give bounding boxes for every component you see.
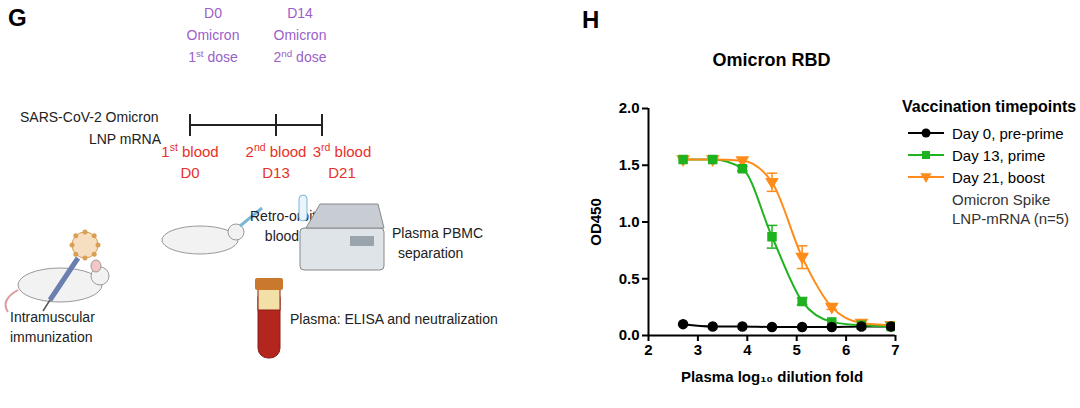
- svg-text:2nd blood: 2nd blood: [246, 141, 307, 160]
- svg-text:7: 7: [891, 341, 899, 358]
- svg-text:6: 6: [842, 341, 850, 358]
- svg-text:1st dose: 1st dose: [188, 48, 238, 66]
- svg-text:0.5: 0.5: [619, 270, 640, 287]
- svg-text:2nd dose: 2nd dose: [274, 48, 327, 66]
- svg-text:SARS-CoV-2 Omicron: SARS-CoV-2 Omicron: [20, 109, 158, 125]
- svg-text:1.5: 1.5: [619, 156, 640, 173]
- svg-text:Plasma log₁₀ dilution fold: Plasma log₁₀ dilution fold: [681, 368, 863, 385]
- html-text:LNP-mRNA (n=5): LNP-mRNA (n=5): [952, 210, 1070, 227]
- svg-text:LNP mRNA: LNP mRNA: [89, 131, 162, 147]
- svg-text:3rd blood: 3rd blood: [313, 141, 372, 160]
- svg-text:OD450: OD450: [587, 198, 604, 246]
- svg-text:1.0: 1.0: [619, 213, 640, 230]
- html-text:H: H: [582, 6, 600, 33]
- svg-text:separation: separation: [398, 245, 463, 261]
- svg-text:Plasma: ELISA and neutralizati: Plasma: ELISA and neutralization: [290, 311, 498, 327]
- html-text:Vaccination timepoints: Vaccination timepoints: [902, 98, 1077, 115]
- svg-text:Omicron: Omicron: [274, 27, 327, 43]
- html-text:Omicron Spike: Omicron Spike: [952, 191, 1051, 208]
- svg-text:D0: D0: [180, 164, 199, 181]
- svg-text:Plasma PBMC: Plasma PBMC: [392, 225, 483, 241]
- svg-text:blood: blood: [265, 228, 299, 244]
- svg-text:3: 3: [694, 341, 702, 358]
- svg-text:D13: D13: [262, 164, 290, 181]
- html-text:Omicron RBD: Omicron RBD: [712, 50, 831, 70]
- html-text:Day 13, prime: Day 13, prime: [952, 146, 1046, 164]
- svg-text:D21: D21: [328, 164, 356, 181]
- svg-text:Omicron: Omicron: [187, 27, 240, 43]
- svg-text:immunization: immunization: [10, 329, 92, 345]
- svg-text:0.0: 0.0: [619, 326, 640, 343]
- svg-text:2.0: 2.0: [619, 99, 640, 116]
- html-text:Day 0, pre-prime: Day 0, pre-prime: [952, 124, 1064, 142]
- svg-text:5: 5: [793, 341, 801, 358]
- svg-text:D14: D14: [287, 5, 313, 21]
- svg-text:1st blood: 1st blood: [161, 141, 218, 160]
- svg-text:D0: D0: [204, 5, 222, 21]
- html-text:Day 21, boost: Day 21, boost: [952, 168, 1045, 186]
- svg-text:Retro-orbital: Retro-orbital: [250, 208, 327, 224]
- svg-text:4: 4: [743, 341, 752, 358]
- svg-text:Intramuscular: Intramuscular: [10, 309, 95, 325]
- svg-text:2: 2: [644, 341, 652, 358]
- svg-text:G: G: [8, 4, 27, 31]
